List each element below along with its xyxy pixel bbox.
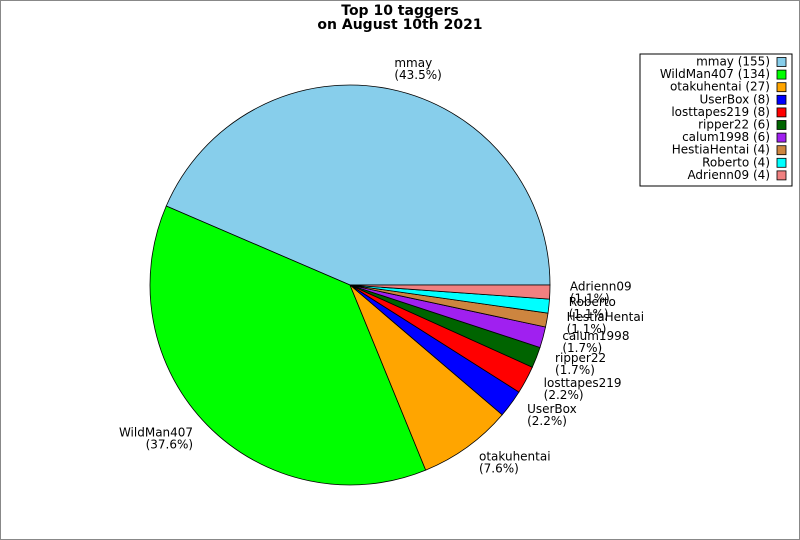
slice-percent: (7.6%) bbox=[479, 462, 519, 476]
slice-label: ripper22 bbox=[555, 351, 606, 365]
pie-slice bbox=[349, 284, 551, 300]
slice-label: WildMan407 bbox=[119, 426, 193, 440]
pie-slice bbox=[349, 284, 503, 471]
legend-swatch bbox=[776, 94, 787, 105]
legend-label: calum1998 (6) bbox=[682, 130, 770, 144]
slice-percent: (2.2%) bbox=[527, 414, 567, 428]
chart-subtitle: on August 10th 2021 bbox=[317, 17, 482, 33]
legend-swatch bbox=[776, 157, 787, 168]
legend-label: WildMan407 (134) bbox=[660, 67, 770, 81]
slice-label: Roberto bbox=[569, 295, 616, 309]
slice-percent: (1.1%) bbox=[570, 291, 610, 305]
slice-percent: (1.1%) bbox=[569, 307, 609, 321]
legend-label: ripper22 (6) bbox=[698, 118, 770, 132]
pie-slice bbox=[149, 205, 427, 486]
pie-slice bbox=[165, 84, 551, 286]
legend-label: Adrienn09 (4) bbox=[687, 168, 770, 182]
legend-swatch bbox=[776, 145, 787, 156]
legend-swatch bbox=[776, 57, 787, 67]
legend-swatch bbox=[776, 69, 787, 80]
legend-swatch bbox=[776, 170, 787, 181]
slice-label: losttapes219 bbox=[544, 376, 622, 390]
chart-title: Top 10 taggers bbox=[341, 3, 458, 19]
slice-percent: (1.1%) bbox=[567, 322, 607, 336]
slice-percent: (37.6%) bbox=[146, 438, 193, 452]
slice-label: HestiaHentai bbox=[567, 310, 644, 324]
legend-swatch bbox=[776, 120, 787, 130]
legend-label: otakuhentai (27) bbox=[670, 80, 770, 94]
slice-label: Adrienn09 bbox=[570, 279, 632, 293]
legend-box bbox=[639, 53, 793, 187]
legend-label: losttapes219 (8) bbox=[671, 105, 770, 119]
legend-label: mmay (155) bbox=[696, 55, 770, 69]
legend-label: HestiaHentai (4) bbox=[672, 143, 770, 157]
slice-label: calum1998 bbox=[562, 329, 629, 343]
legend-label: UserBox (8) bbox=[700, 92, 770, 106]
slice-label: otakuhentai bbox=[479, 450, 551, 464]
slice-label: UserBox bbox=[527, 402, 577, 416]
slice-percent: (2.2%) bbox=[544, 388, 584, 402]
slice-percent: (1.7%) bbox=[562, 341, 602, 355]
legend-swatch bbox=[776, 132, 787, 143]
legend-label: Roberto (4) bbox=[702, 155, 770, 169]
slice-label: mmay bbox=[394, 56, 432, 70]
slice-percent: (43.5%) bbox=[394, 68, 441, 82]
slice-percent: (1.7%) bbox=[555, 363, 595, 377]
legend-swatch bbox=[776, 82, 787, 93]
legend-swatch bbox=[776, 107, 787, 118]
